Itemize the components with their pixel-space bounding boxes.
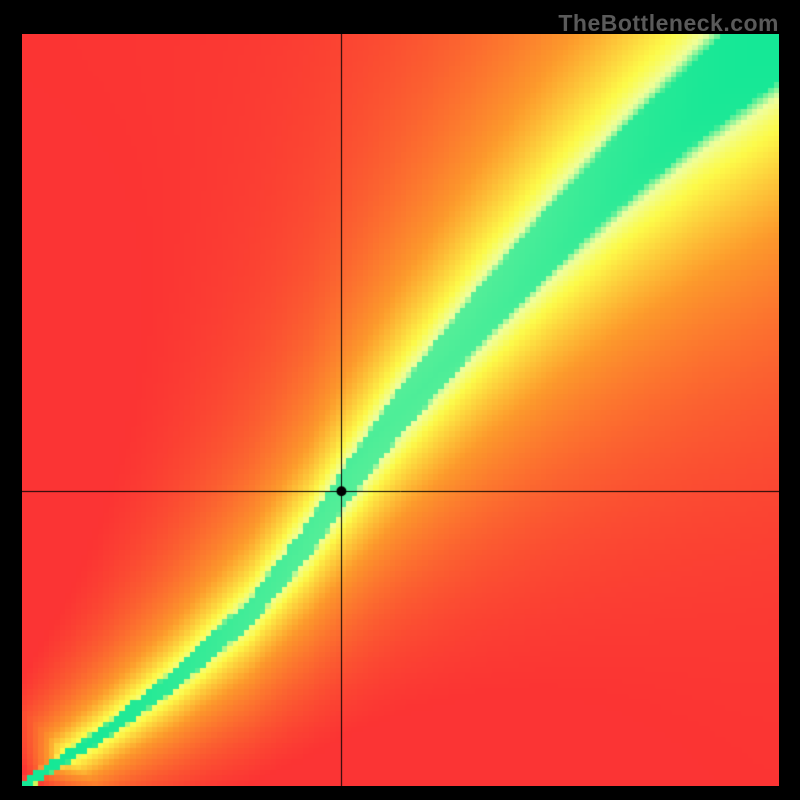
chart-container: TheBottleneck.com xyxy=(0,0,800,800)
heatmap-canvas xyxy=(22,34,779,786)
watermark-text: TheBottleneck.com xyxy=(558,10,779,37)
heatmap-plot xyxy=(22,34,779,786)
